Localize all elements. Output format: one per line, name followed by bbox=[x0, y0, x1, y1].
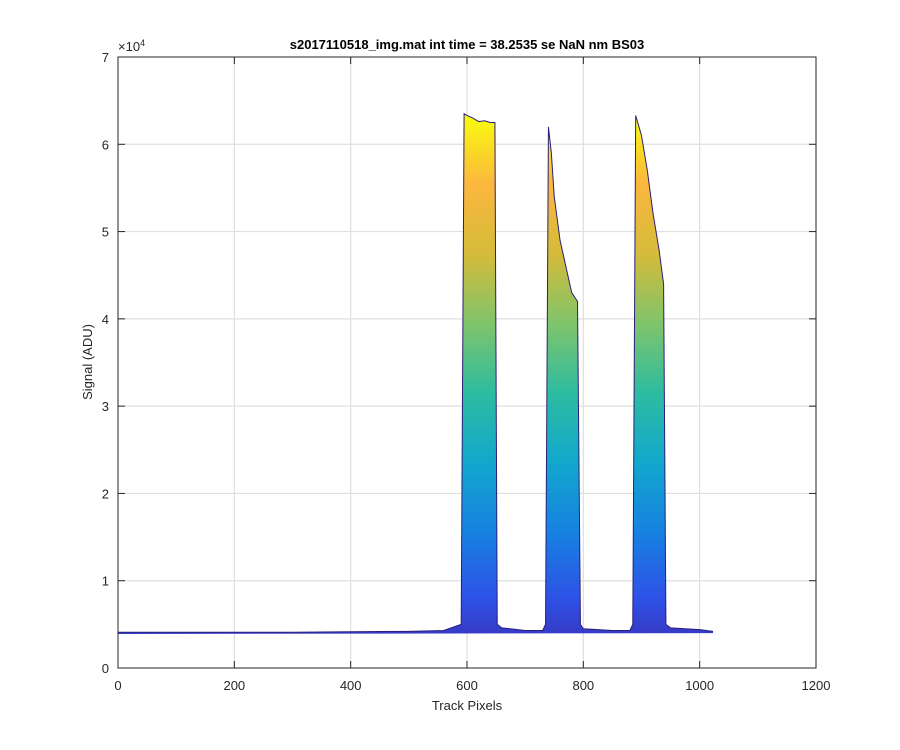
data-layer bbox=[118, 112, 714, 634]
x-axis-label: Track Pixels bbox=[432, 698, 503, 713]
signal-baseline-outline bbox=[118, 112, 714, 633]
x-tick-label: 1000 bbox=[685, 678, 714, 693]
y-tick-label: 6 bbox=[102, 137, 109, 152]
y-tick-label: 7 bbox=[102, 50, 109, 65]
y-tick-label: 1 bbox=[102, 574, 109, 589]
y-multiplier-exponent: 4 bbox=[140, 38, 145, 48]
x-tick-label: 1200 bbox=[802, 678, 831, 693]
axis-ticks: 0 200 400 600 800 1000 1200 0 1 2 3 4 5 6 7 bbox=[102, 50, 831, 693]
chart-title: s2017110518_img.mat int time = 38.2535 s… bbox=[290, 37, 644, 52]
x-tick-label: 400 bbox=[340, 678, 362, 693]
y-axis-multiplier: ×104 bbox=[118, 38, 145, 54]
y-tick-label: 0 bbox=[102, 661, 109, 676]
y-tick-label: 4 bbox=[102, 312, 109, 327]
x-tick-label: 600 bbox=[456, 678, 478, 693]
y-multiplier-base: ×10 bbox=[118, 39, 140, 54]
y-axis-label: Signal (ADU) bbox=[80, 324, 95, 400]
y-tick-label: 5 bbox=[102, 225, 109, 240]
x-tick-label: 0 bbox=[114, 678, 121, 693]
y-tick-label: 3 bbox=[102, 399, 109, 414]
x-tick-label: 800 bbox=[572, 678, 594, 693]
x-tick-label: 200 bbox=[223, 678, 245, 693]
signal-area bbox=[118, 113, 714, 634]
y-tick-label: 2 bbox=[102, 486, 109, 501]
